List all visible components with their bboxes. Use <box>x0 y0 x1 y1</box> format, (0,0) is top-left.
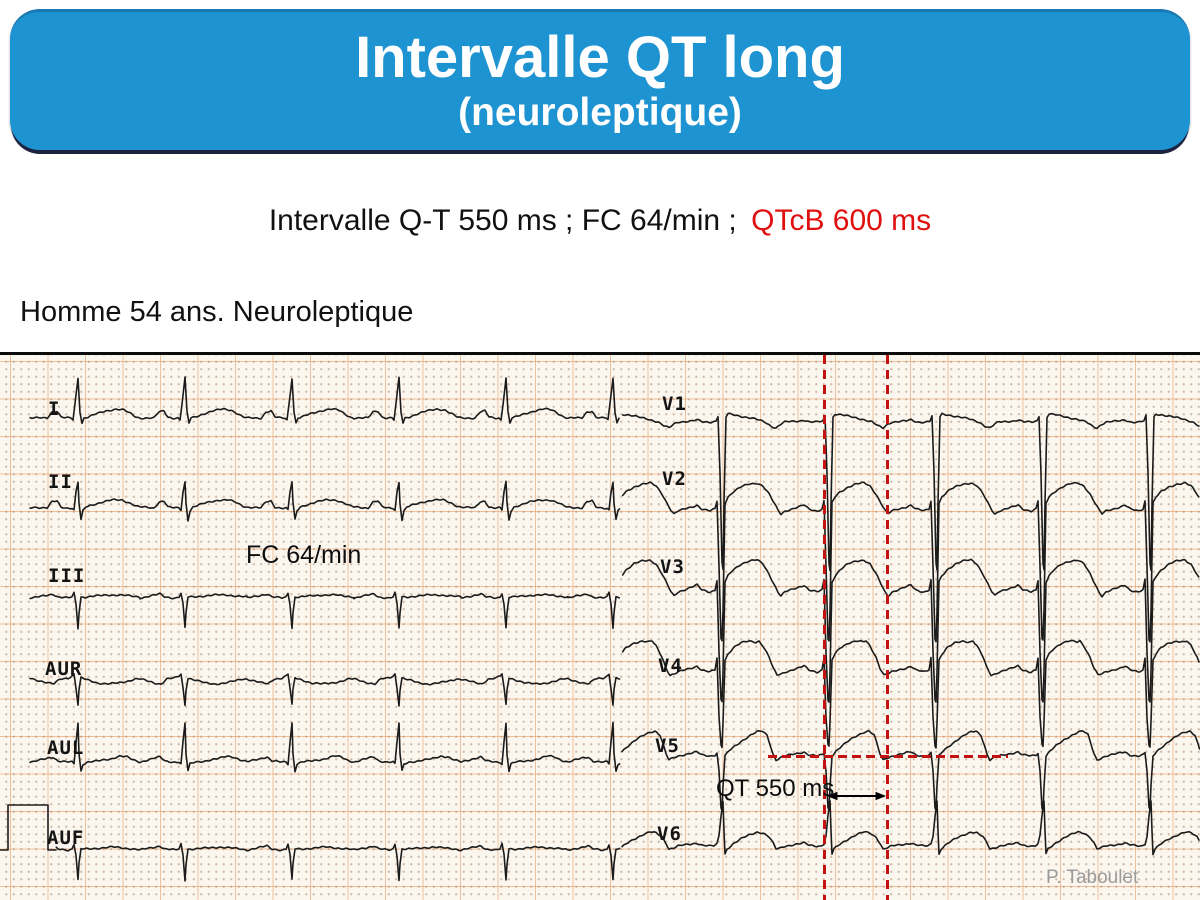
slide-title: Intervalle QT long <box>355 25 845 90</box>
ecg-trace-v3 <box>621 558 1200 703</box>
ecg-trace-aur <box>29 673 621 707</box>
lead-label-i: I <box>48 398 61 420</box>
ecg-trace-v2 <box>621 481 1200 643</box>
qt-start-marker-line <box>823 355 826 900</box>
heart-rate-annotation: FC 64/min <box>246 541 362 569</box>
qt-end-marker-line <box>886 355 889 900</box>
measurement-line: Intervalle Q-T 550 ms ; FC 64/min ; QTcB… <box>0 204 1200 238</box>
measurement-text-black: Intervalle Q-T 550 ms ; FC 64/min ; <box>268 204 737 237</box>
lead-label-auf: AUF <box>47 827 85 849</box>
lead-label-v1: V1 <box>662 393 687 415</box>
v5-baseline-marker-line <box>768 755 1008 758</box>
ecg-trace-auf <box>55 842 621 882</box>
slide-subtitle: (neuroleptique) <box>458 91 742 134</box>
ecg-waveforms <box>0 376 1200 882</box>
lead-label-v2: V2 <box>662 468 687 490</box>
ecg-strip: FC 64/min QT 550 ms P. Taboulet I II III AU… <box>0 355 1200 900</box>
ecg-top-border <box>0 352 1200 355</box>
title-banner: Intervalle QT long (neuroleptique) <box>10 9 1190 150</box>
ecg-trace-v1 <box>622 412 1200 572</box>
ecg-trace-iii <box>29 591 621 630</box>
lead-label-iii: III <box>48 565 86 587</box>
lead-label-aur: AUR <box>45 658 83 680</box>
lead-label-aul: AUL <box>47 737 85 759</box>
lead-label-v4: V4 <box>658 655 683 677</box>
ecg-trace-v5 <box>621 730 1200 812</box>
ecg-trace-aul <box>29 721 621 773</box>
patient-info: Homme 54 ans. Neuroleptique <box>20 296 414 328</box>
author-watermark: P. Taboulet <box>1046 867 1139 888</box>
ecg-trace-v6 <box>621 800 1200 856</box>
measurement-text-red: QTcB 600 ms <box>751 204 932 237</box>
ecg-trace-v4 <box>621 639 1200 749</box>
ecg-trace-ii <box>29 480 621 522</box>
calibration-pulse <box>0 804 57 851</box>
lead-label-v6: V6 <box>657 823 682 845</box>
qt-value-annotation: QT 550 ms <box>716 775 835 802</box>
qt-interval-arrow-icon <box>827 791 886 801</box>
lead-label-ii: II <box>48 471 73 493</box>
ecg-trace-i <box>29 376 620 425</box>
lead-label-v3: V3 <box>660 556 685 578</box>
lead-label-v5: V5 <box>655 735 680 757</box>
